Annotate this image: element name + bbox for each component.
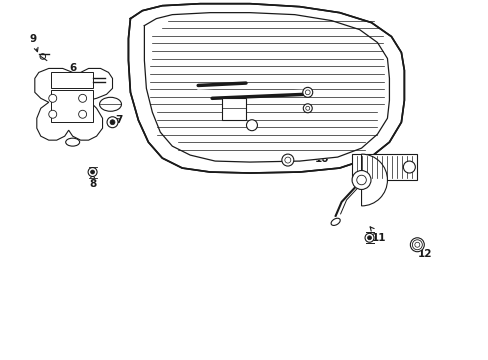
Circle shape (285, 157, 290, 163)
Circle shape (79, 94, 86, 102)
Circle shape (88, 167, 97, 176)
Circle shape (305, 90, 309, 95)
Text: 7: 7 (115, 115, 122, 125)
Text: 5: 5 (305, 112, 313, 127)
Polygon shape (128, 4, 404, 173)
Circle shape (411, 240, 422, 250)
Circle shape (403, 161, 414, 173)
Circle shape (303, 104, 312, 113)
Circle shape (351, 171, 370, 189)
Ellipse shape (100, 97, 121, 111)
Text: 6: 6 (69, 63, 76, 80)
Circle shape (246, 120, 257, 131)
Circle shape (414, 242, 419, 247)
Circle shape (107, 117, 118, 128)
Text: 11: 11 (369, 227, 386, 243)
Circle shape (49, 94, 57, 102)
Circle shape (79, 110, 86, 118)
Circle shape (40, 54, 45, 59)
Bar (51, 90, 92, 122)
Text: 1: 1 (232, 102, 239, 121)
Circle shape (90, 170, 94, 174)
Circle shape (356, 175, 366, 185)
Text: 4: 4 (296, 95, 304, 107)
Polygon shape (35, 68, 112, 140)
Text: 8: 8 (89, 174, 96, 189)
Circle shape (49, 110, 57, 118)
Wedge shape (361, 154, 386, 206)
Circle shape (364, 233, 373, 242)
Ellipse shape (330, 218, 340, 225)
Bar (351, 154, 416, 180)
Ellipse shape (65, 138, 80, 146)
Text: 2: 2 (218, 71, 225, 85)
Text: 12: 12 (415, 243, 432, 259)
Bar (51, 72, 92, 88)
Text: 10: 10 (295, 154, 328, 164)
Circle shape (409, 238, 424, 252)
Circle shape (305, 106, 309, 110)
Circle shape (302, 87, 312, 97)
Text: 3: 3 (238, 93, 249, 109)
Bar (222, 98, 245, 120)
Circle shape (281, 154, 293, 166)
Circle shape (367, 236, 371, 240)
Polygon shape (144, 13, 388, 162)
Circle shape (110, 120, 115, 125)
Text: 9: 9 (29, 33, 38, 52)
